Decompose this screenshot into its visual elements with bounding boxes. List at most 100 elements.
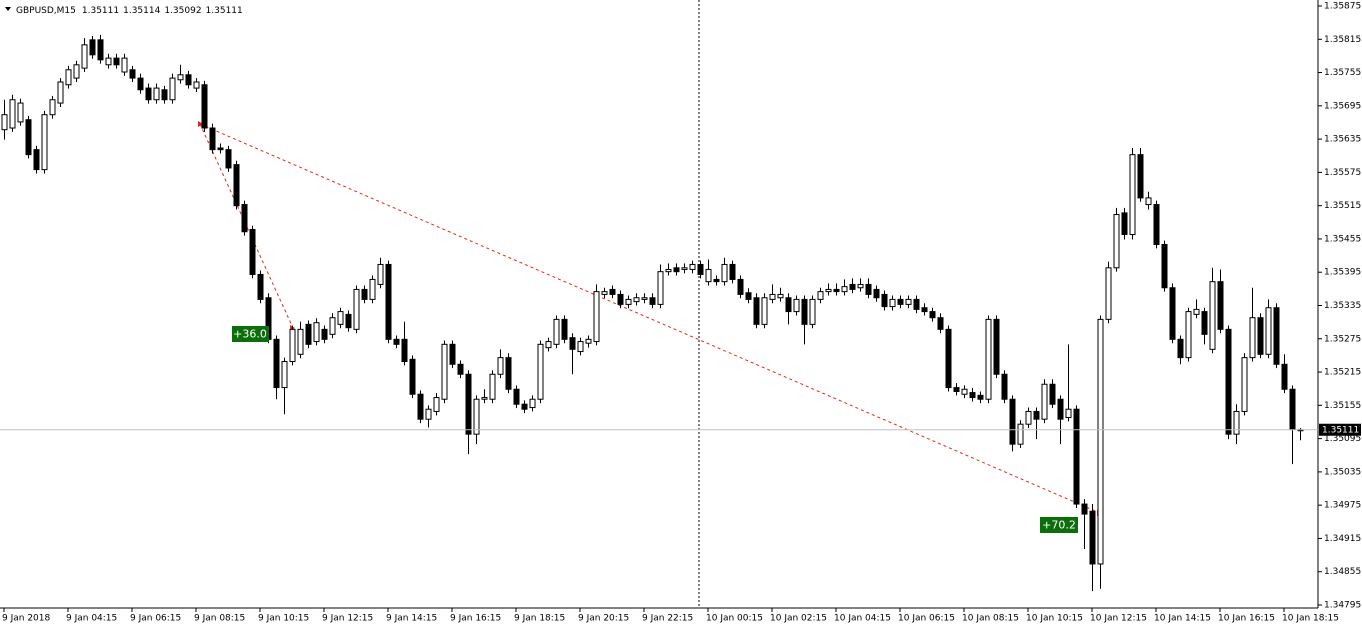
candle-body [665,268,672,273]
chart-header: GBPUSD,M15 1.35111 1.35114 1.35092 1.35111 [16,6,243,16]
candle-body [97,39,104,61]
candle-body [369,278,376,300]
y-tick-label: 1.35095 [1324,434,1361,444]
candle-body [625,298,632,305]
candle-body [1241,357,1248,412]
candle-body [521,403,528,410]
candle-body [945,328,952,389]
candle-body [769,293,776,300]
y-tick-label: 1.35335 [1324,301,1361,311]
x-tick-label: 9 Jan 08:15 [194,614,245,624]
candle-body [449,343,456,365]
candle-body [201,84,208,129]
candle-body [137,77,144,91]
candle-body [177,74,184,81]
candle-body [129,69,136,79]
candle-body [353,288,360,330]
y-tick-label: 1.35695 [1324,101,1361,111]
candle-body [41,114,48,171]
candle-body [1225,328,1232,435]
x-tick-label: 9 Jan 2018 [2,614,50,624]
candle-body [1017,423,1024,445]
candle-body [1281,363,1288,390]
candle-body [961,388,968,395]
candle-body [793,298,800,313]
x-tick-label: 9 Jan 12:15 [322,614,373,624]
candle-body [65,69,72,86]
candle-body [249,229,256,275]
candle-body [745,292,752,300]
candle-body [825,288,832,293]
candle-body [1249,317,1256,359]
y-tick-label: 1.35635 [1324,135,1361,145]
candle-body [1233,410,1240,435]
symbol: GBPUSD,M15 [16,6,76,16]
candle-body [1153,204,1160,245]
candle-body [649,297,656,305]
candle-body [193,81,200,89]
candle-body [345,313,352,329]
x-tick-label: 9 Jan 16:15 [450,614,501,624]
candle-body [929,311,936,319]
x-tick-label: 10 Jan 00:15 [706,614,763,624]
candle-body [809,298,816,325]
candle-body [361,288,368,300]
x-tick-label: 9 Jan 10:15 [258,614,309,624]
candle-body [1209,281,1216,350]
y-tick-label: 1.35155 [1324,401,1361,411]
x-tick-label: 9 Jan 14:15 [386,614,437,624]
candle-body [873,288,880,299]
candle-body [1257,317,1264,355]
candle-body [601,291,608,295]
candle-body [105,57,112,66]
candle-body [1049,383,1056,405]
candle-body [1001,373,1008,400]
candle-body [857,283,864,289]
y-tick-label: 1.35575 [1324,168,1361,178]
candle-body [17,102,24,123]
candle-body [153,87,160,101]
candle-body [217,147,224,151]
candle-body [1169,287,1176,340]
x-tick-label: 10 Jan 08:15 [962,614,1019,624]
candle-body [1289,388,1296,430]
candle-body [633,297,640,303]
price-label: 1.35111 [1322,426,1359,436]
candle-body [457,363,464,375]
candle-body [89,39,96,56]
candle-body [465,373,472,435]
candle-body [417,393,424,420]
candle-body [1217,281,1224,330]
candle-body [721,263,728,283]
y-tick-label: 1.34915 [1324,534,1361,544]
candle-body [569,337,576,350]
candle-body [1201,311,1208,335]
candle-body [1105,267,1112,320]
y-tick-label: 1.35875 [1324,2,1361,12]
candle-body [729,263,736,280]
x-tick-label: 9 Jan 06:15 [130,614,181,624]
candle-body [433,397,440,412]
x-tick-label: 10 Jan 04:15 [834,614,891,624]
candle-body [841,286,848,293]
candle-body [617,293,624,305]
candle-body [753,297,760,325]
x-tick-label: 9 Jan 04:15 [66,614,117,624]
candle-body [289,328,296,363]
candle-body [545,341,552,349]
x-tick-label: 10 Jan 18:15 [1282,614,1339,624]
candle-body [393,338,400,345]
candle-body [1193,308,1200,315]
x-tick-label: 9 Jan 22:15 [642,614,693,624]
candle-body [481,397,488,400]
candle-body [585,338,592,344]
candle-body [1137,154,1144,199]
candle-body [705,268,712,283]
candle-body [385,263,392,340]
candle-body [81,44,88,69]
candle-body [377,263,384,285]
candle-body [1,114,8,131]
y-tick-label: 1.35815 [1324,35,1361,45]
candle-body [993,318,1000,375]
candle-body [1009,398,1016,445]
